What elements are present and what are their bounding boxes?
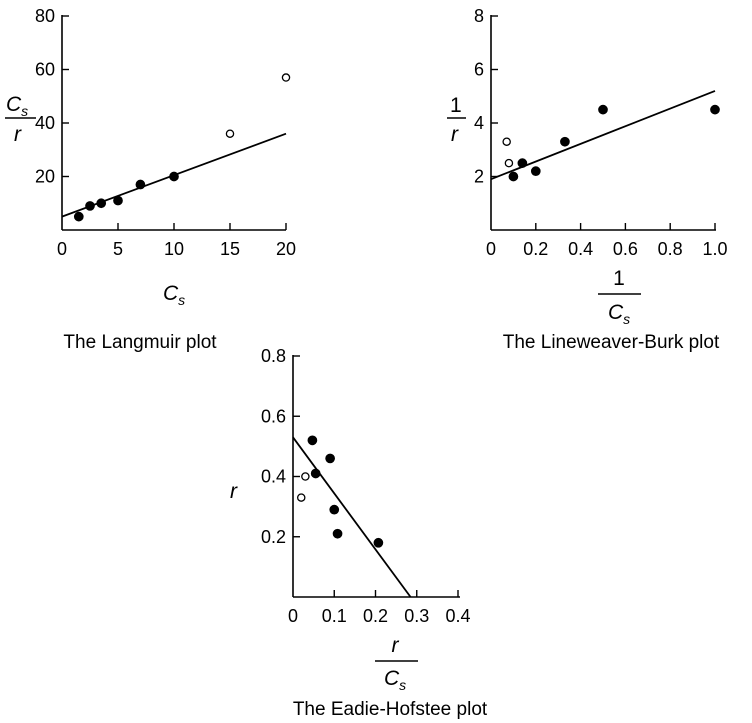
eh-y-label: r <box>230 480 238 503</box>
lwb-x-tick-label: 0.2 <box>523 239 548 259</box>
langmuir-y-label: Cs r <box>5 93 36 146</box>
langmuir-filled-point <box>85 201 95 211</box>
langmuir-open-point <box>281 73 291 82</box>
langmuir-plot: 0 5 10 15 20 20 40 60 80 Cs r Cs The Langmuir p… <box>5 6 296 353</box>
langmuir-filled-point <box>96 198 107 209</box>
langmuir-filled-point <box>73 211 84 222</box>
svg-text:1: 1 <box>450 94 462 117</box>
langmuir-x-tick-label: 5 <box>113 239 123 259</box>
langmuir-open-point <box>225 129 235 138</box>
eh-filled-point <box>373 537 384 548</box>
eh-filled-point <box>325 453 335 464</box>
eh-x-tick-label: 0.2 <box>363 606 388 626</box>
eh-open-point <box>301 472 310 481</box>
lwb-filled-point <box>710 104 720 115</box>
langmuir-y-tick-label: 20 <box>35 167 55 187</box>
eh-filled-point <box>329 504 340 515</box>
eh-fit-line <box>292 436 412 598</box>
lwb-filled-point <box>508 171 519 182</box>
eh-x-tick-label: 0.4 <box>445 606 470 626</box>
eh-y-tick-label: 0.6 <box>261 406 286 426</box>
langmuir-filled-point <box>113 195 123 206</box>
eh-x-label: r Cs <box>375 634 418 693</box>
lwb-title: The Lineweaver-Burk plot <box>503 332 720 353</box>
svg-text:Cs: Cs <box>384 667 406 693</box>
svg-text:r: r <box>14 123 22 146</box>
langmuir-y-tick-label: 60 <box>35 60 55 80</box>
svg-text:1: 1 <box>613 267 625 290</box>
eh-x-tick-label: 0 <box>288 606 298 626</box>
lwb-filled-point <box>517 158 528 168</box>
langmuir-filled-point <box>169 171 179 182</box>
lwb-filled-point <box>598 104 608 115</box>
langmuir-x-label: Cs <box>163 282 185 308</box>
lwb-x-label: 1 Cs <box>598 267 641 327</box>
eh-y-tick-label: 0.2 <box>261 527 286 547</box>
lwb-y-tick-label: 6 <box>474 60 484 80</box>
lwb-open-point <box>504 158 514 168</box>
langmuir-y-tick-label: 80 <box>35 6 55 26</box>
lwb-filled-point <box>530 166 541 176</box>
eh-filled-point <box>310 468 321 479</box>
langmuir-x-tick-label: 20 <box>276 239 296 259</box>
lwb-fit-line <box>490 90 716 181</box>
langmuir-x-tick-label: 10 <box>164 239 184 259</box>
langmuir-y-tick-label: 40 <box>35 113 55 133</box>
eh-filled-point <box>332 528 343 539</box>
svg-text:Cs: Cs <box>6 93 28 119</box>
lwb-y-tick-label: 2 <box>474 167 484 187</box>
eh-title: The Eadie-Hofstee plot <box>293 699 488 720</box>
lwb-y-tick-label: 8 <box>474 6 484 26</box>
langmuir-x-tick-label: 0 <box>57 239 67 259</box>
eh-filled-point <box>307 435 318 446</box>
langmuir-x-tick-label: 15 <box>220 239 240 259</box>
eh-x-tick-label: 0.3 <box>404 606 429 626</box>
svg-text:r: r <box>451 123 459 146</box>
eh-y-tick-label: 0.4 <box>261 467 286 487</box>
lwb-x-tick-label: 0.6 <box>613 239 638 259</box>
lwb-filled-point <box>560 136 570 147</box>
lineweaver-burk-plot: 0 0.2 0.4 0.6 0.8 1.0 2 4 6 8 1 r 1 Cs The Linew… <box>447 6 728 353</box>
langmuir-title: The Langmuir plot <box>63 332 217 353</box>
eadie-hofstee-plot: 0 0.1 0.2 0.3 0.4 0.2 0.4 0.6 0.8 r r Cs The Ea… <box>230 346 488 720</box>
lwb-open-point <box>502 137 511 146</box>
svg-text:Cs: Cs <box>608 301 630 327</box>
eh-x-tick-label: 0.1 <box>322 606 347 626</box>
lwb-x-tick-label: 0.8 <box>658 239 683 259</box>
eh-open-point <box>296 493 306 502</box>
lwb-x-tick-label: 0.4 <box>568 239 593 259</box>
svg-text:r: r <box>392 634 400 657</box>
eh-y-tick-label: 0.8 <box>261 346 286 366</box>
lwb-x-tick-label: 0 <box>486 239 496 259</box>
lwb-y-label: 1 r <box>447 94 466 146</box>
lwb-x-tick-label: 1.0 <box>702 239 727 259</box>
langmuir-filled-point <box>135 179 146 190</box>
lwb-y-tick-label: 4 <box>474 113 484 133</box>
